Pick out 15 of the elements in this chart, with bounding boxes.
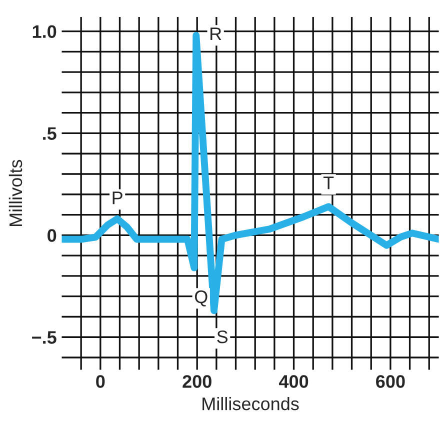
annotation: S <box>217 330 228 344</box>
y-tick-label: −.5 <box>32 331 56 344</box>
y-axis-title: Millivolts <box>8 160 22 226</box>
y-tick-label: 1.0 <box>32 25 56 38</box>
annotation: P <box>112 192 122 204</box>
x-tick-label: 0 <box>96 375 105 388</box>
x-axis-title: Milliseconds <box>202 397 299 410</box>
annotation: Q <box>194 290 208 306</box>
y-tick-label: .5 <box>43 127 56 140</box>
annotation: R <box>210 28 222 40</box>
annotation: T <box>323 176 334 190</box>
x-tick-label: 600 <box>376 375 405 388</box>
y-tick-label: 0 <box>48 229 56 242</box>
x-tick-label: 200 <box>182 375 212 388</box>
x-tick-label: 400 <box>278 375 308 388</box>
